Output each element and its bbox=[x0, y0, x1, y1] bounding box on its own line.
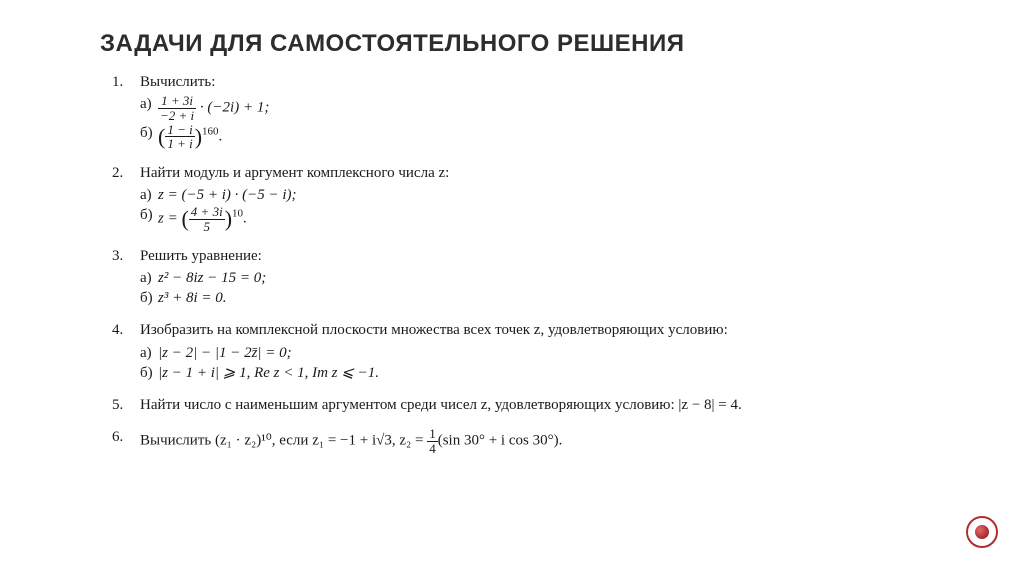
exponent: 160 bbox=[202, 125, 219, 137]
page-title: ЗАДАЧИ ДЛЯ САМОСТОЯТЕЛЬНОГО РЕШЕНИЯ bbox=[100, 30, 964, 58]
sub-expression: z² − 8iz − 15 = 0; bbox=[158, 270, 266, 286]
slide-badge-icon bbox=[966, 516, 998, 548]
subproblem-3b: б) z³ + 8i = 0. bbox=[158, 288, 964, 308]
problem-number: 4. bbox=[112, 320, 123, 340]
fraction: 4 + 3i 5 bbox=[189, 205, 225, 233]
page: ЗАДАЧИ ДЛЯ САМОСТОЯТЕЛЬНОГО РЕШЕНИЯ 1. В… bbox=[0, 0, 1024, 488]
denominator: 1 + i bbox=[165, 137, 194, 151]
sub-label: а) bbox=[140, 94, 152, 114]
fraction: 1 − i 1 + i bbox=[165, 123, 194, 151]
problem-5: 5. Найти число с наименьшим аргументом с… bbox=[140, 395, 964, 415]
fraction: 1 + 3i −2 + i bbox=[158, 94, 196, 122]
fraction: 1 4 bbox=[427, 427, 438, 455]
subproblem-1a: а) 1 + 3i −2 + i · (−2i) + 1; bbox=[158, 94, 964, 122]
numerator: 1 − i bbox=[165, 123, 194, 138]
problem-list: 1. Вычислить: а) 1 + 3i −2 + i · (−2i) +… bbox=[100, 72, 964, 456]
problem-3: 3. Решить уравнение: а) z² − 8iz − 15 = … bbox=[140, 246, 964, 309]
problem-number: 2. bbox=[112, 163, 123, 183]
denominator: 4 bbox=[427, 442, 438, 456]
problem-prompt: Найти модуль и аргумент комплексного чис… bbox=[140, 163, 964, 183]
problem-number: 6. bbox=[112, 427, 123, 447]
numerator: 1 bbox=[427, 427, 438, 442]
problem-1: 1. Вычислить: а) 1 + 3i −2 + i · (−2i) +… bbox=[140, 72, 964, 151]
problem-2: 2. Найти модуль и аргумент комплексного … bbox=[140, 163, 964, 234]
sub-expression: z = (−5 + i) · (−5 − i); bbox=[158, 187, 297, 203]
numerator: 4 + 3i bbox=[189, 205, 225, 220]
sub-label: б) bbox=[140, 288, 153, 308]
sub-label: а) bbox=[140, 268, 152, 288]
problem-prompt: Вычислить: bbox=[140, 72, 964, 92]
problem-prompt: Вычислить (z₁ · z₂)¹⁰, если z₁ = −1 + i√… bbox=[140, 427, 964, 455]
denominator: −2 + i bbox=[158, 109, 196, 123]
problem-number: 3. bbox=[112, 246, 123, 266]
sub-label: б) bbox=[140, 123, 153, 143]
slide-badge-inner bbox=[975, 525, 989, 539]
problem-number: 1. bbox=[112, 72, 123, 92]
open-paren: ( bbox=[158, 124, 165, 149]
subproblem-4b: б) |z − 1 + i| ⩾ 1, Re z < 1, Im z ⩽ −1. bbox=[158, 363, 964, 383]
sub-expression: |z − 2| − |1 − 2z̄| = 0; bbox=[158, 345, 292, 361]
sub-rest: . bbox=[219, 128, 223, 144]
prompt-pre: Вычислить (z₁ · z₂)¹⁰, если z₁ = −1 + i√… bbox=[140, 433, 427, 449]
subproblem-3a: а) z² − 8iz − 15 = 0; bbox=[158, 268, 964, 288]
sub-label: а) bbox=[140, 343, 152, 363]
problem-prompt: Решить уравнение: bbox=[140, 246, 964, 266]
problem-4: 4. Изобразить на комплексной плоскости м… bbox=[140, 320, 964, 383]
sub-label: б) bbox=[140, 363, 153, 383]
problem-6: 6. Вычислить (z₁ · z₂)¹⁰, если z₁ = −1 +… bbox=[140, 427, 964, 455]
sub-expression: z³ + 8i = 0. bbox=[158, 290, 227, 306]
close-paren: ) bbox=[195, 124, 202, 149]
sub-rest: . bbox=[243, 211, 247, 227]
close-paren: ) bbox=[225, 206, 232, 231]
sub-pre: z = bbox=[158, 211, 181, 227]
sub-rest: · (−2i) + 1; bbox=[200, 100, 269, 116]
problem-prompt: Изобразить на комплексной плоскости множ… bbox=[140, 320, 964, 340]
problem-number: 5. bbox=[112, 395, 123, 415]
sub-label: а) bbox=[140, 185, 152, 205]
denominator: 5 bbox=[189, 220, 225, 234]
subproblem-2a: а) z = (−5 + i) · (−5 − i); bbox=[158, 185, 964, 205]
open-paren: ( bbox=[181, 206, 188, 231]
exponent: 10 bbox=[232, 208, 243, 220]
problem-prompt: Найти число с наименьшим аргументом сред… bbox=[140, 395, 964, 415]
prompt-post: (sin 30° + i cos 30°). bbox=[438, 433, 563, 449]
sub-label: б) bbox=[140, 205, 153, 225]
subproblem-2b: б) z = ( 4 + 3i 5 )10. bbox=[158, 205, 964, 233]
subproblem-1b: б) ( 1 − i 1 + i )160. bbox=[158, 123, 964, 151]
subproblem-4a: а) |z − 2| − |1 − 2z̄| = 0; bbox=[158, 343, 964, 363]
numerator: 1 + 3i bbox=[158, 94, 196, 109]
sub-expression: |z − 1 + i| ⩾ 1, Re z < 1, Im z ⩽ −1. bbox=[158, 365, 379, 381]
